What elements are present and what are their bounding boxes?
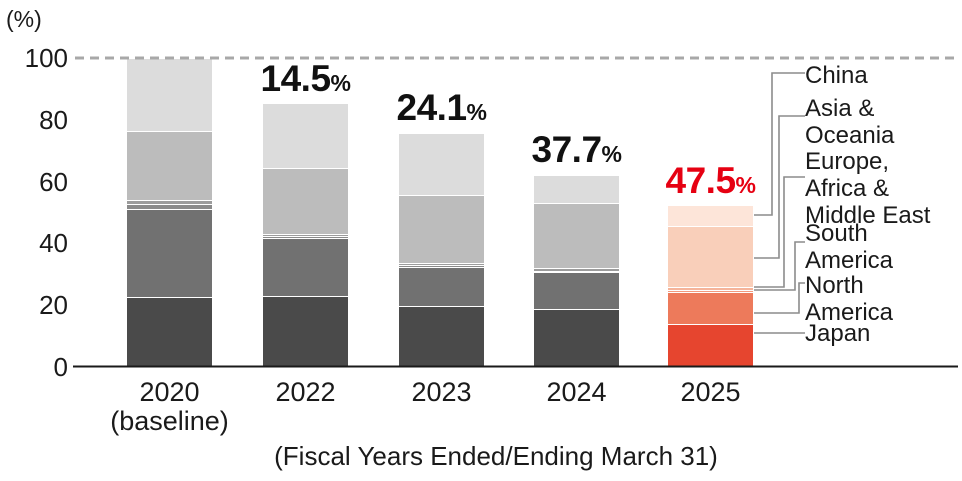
- y-axis-unit-label: (%): [6, 6, 42, 32]
- bar-2025: [668, 204, 753, 367]
- segment-europe-africa-middle-east: [127, 200, 212, 204]
- segment-south-america: [127, 203, 212, 210]
- legend-item-japan: Japan: [805, 320, 870, 347]
- reduction-label-2024: 37.7%: [492, 129, 662, 171]
- reduction-value: 24.1: [396, 87, 468, 129]
- segment-japan: [399, 305, 484, 367]
- legend-item-china: China: [805, 62, 868, 89]
- legend-item-south-america: South America: [805, 220, 893, 274]
- segment-japan: [263, 296, 348, 367]
- percent-sign: %: [601, 141, 622, 168]
- segment-north-america: [534, 272, 619, 309]
- legend-line: Middle East: [805, 202, 931, 229]
- segment-china: [263, 102, 348, 169]
- bar-2024: [534, 174, 619, 367]
- reduction-value: 47.5: [665, 159, 737, 201]
- legend-line: China: [805, 62, 868, 89]
- x-tick-sublabel: (baseline): [110, 406, 229, 436]
- legend-line: Africa &: [805, 175, 890, 202]
- legend-item-europe-africa-middle-east: Europe, Africa & Middle East: [805, 148, 930, 229]
- segment-asia-oceania: [534, 202, 619, 269]
- legend-item-north-america: North America: [805, 272, 893, 326]
- y-tick-label: 40: [39, 228, 68, 259]
- legend-line: Europe,: [805, 148, 890, 175]
- segment-asia-oceania: [668, 225, 753, 288]
- y-tick-label: 0: [53, 352, 68, 382]
- segment-europe-africa-middle-east: [263, 233, 348, 237]
- legend-line: Japan: [805, 320, 871, 347]
- segment-japan: [127, 296, 212, 367]
- segment-japan: [668, 324, 753, 367]
- bar-2023: [399, 132, 484, 367]
- segment-south-america: [534, 270, 619, 273]
- legend-line: America: [805, 299, 894, 326]
- y-tick-label: 60: [39, 166, 68, 197]
- segment-china: [668, 204, 753, 226]
- x-axis-caption: (Fiscal Years Ended/Ending March 31): [274, 441, 718, 471]
- segment-china: [399, 132, 484, 195]
- segment-china: [127, 58, 212, 132]
- segment-asia-oceania: [263, 168, 348, 234]
- segment-north-america: [263, 237, 348, 297]
- segment-europe-africa-middle-east: [668, 287, 753, 291]
- percent-sign: %: [735, 171, 756, 198]
- reduction-label-2022: 14.5%: [221, 58, 391, 100]
- segment-china: [534, 174, 619, 203]
- legend-line: Asia &: [805, 95, 875, 122]
- x-tick-label-2025: 2025: [680, 377, 741, 407]
- segment-north-america: [127, 209, 212, 297]
- legend-item-asia-oceania: Asia & Oceania: [805, 95, 894, 149]
- segment-japan: [534, 308, 619, 367]
- legend-line: Oceania: [805, 122, 895, 149]
- x-tick-label-2020: 2020 (baseline): [60, 378, 280, 436]
- x-tick-label-2022: 2022: [275, 377, 336, 407]
- segment-europe-africa-middle-east: [399, 262, 484, 266]
- x-tick-label-2023: 2023: [411, 377, 472, 407]
- y-tick-label: 100: [24, 43, 68, 73]
- legend-connector-south: [754, 241, 805, 291]
- legend-line: America: [805, 247, 894, 274]
- segment-north-america: [399, 266, 484, 306]
- segment-asia-oceania: [127, 131, 212, 201]
- percent-sign: %: [330, 69, 351, 96]
- legend-connector-north: [754, 282, 805, 314]
- reduction-label-2023: 24.1%: [357, 87, 527, 129]
- legend-line: North: [805, 272, 864, 299]
- bar-2020: [127, 58, 212, 367]
- reduction-label-2025: 47.5%: [626, 160, 796, 202]
- segment-south-america: [263, 236, 348, 238]
- segment-south-america: [668, 290, 753, 293]
- legend-line: South: [805, 220, 868, 247]
- segment-europe-africa-middle-east: [534, 268, 619, 271]
- y-tick-label: 80: [39, 104, 68, 135]
- y-tick-label: 20: [39, 290, 68, 321]
- bar-2022: [263, 102, 348, 367]
- segment-asia-oceania: [399, 194, 484, 263]
- x-tick-label-2024: 2024: [546, 377, 607, 407]
- reduction-value: 14.5: [260, 57, 332, 99]
- reduction-value: 37.7: [531, 129, 603, 171]
- segment-north-america: [668, 292, 753, 325]
- percent-sign: %: [466, 99, 487, 126]
- segment-south-america: [399, 265, 484, 267]
